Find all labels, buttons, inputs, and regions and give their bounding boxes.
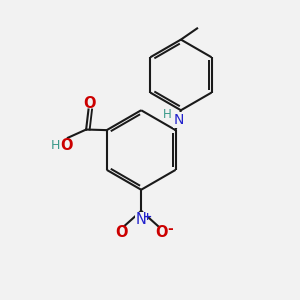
Text: -: - [168, 222, 173, 236]
Text: +: + [143, 212, 152, 222]
Text: N: N [174, 113, 184, 127]
Text: H: H [163, 108, 171, 122]
Text: O: O [83, 95, 95, 110]
Text: N: N [136, 212, 147, 227]
Text: O: O [155, 225, 168, 240]
Text: H: H [51, 139, 60, 152]
Text: O: O [60, 138, 73, 153]
Text: O: O [116, 225, 128, 240]
